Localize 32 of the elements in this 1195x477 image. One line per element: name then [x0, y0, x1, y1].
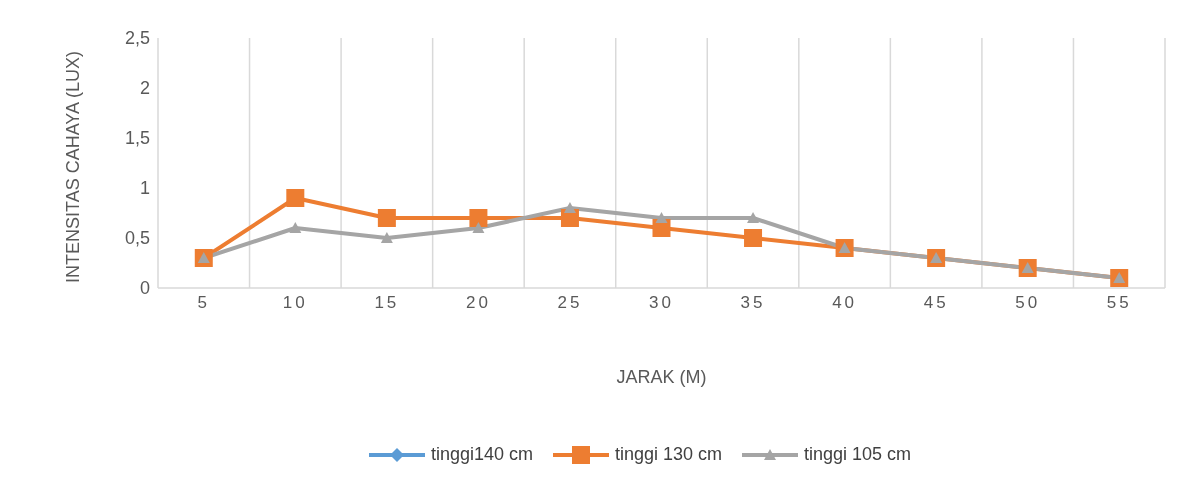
x-tick-label: 20 — [465, 293, 491, 313]
point — [289, 222, 302, 233]
y-tick-label: 1,5 — [124, 128, 150, 149]
legend-label: tinggi 130 cm — [613, 444, 723, 465]
point — [380, 232, 393, 243]
x-tick-label: 30 — [649, 293, 674, 313]
x-tick-label: 5 — [197, 293, 211, 313]
point — [747, 212, 760, 223]
y-tick-label: 0,5 — [124, 228, 150, 249]
point — [377, 209, 396, 227]
point — [655, 212, 668, 223]
point — [563, 202, 576, 213]
x-tick-label: 15 — [374, 293, 400, 313]
legend-label: tinggi 105 cm — [803, 444, 912, 465]
point — [286, 189, 305, 207]
x-tick-label: 10 — [282, 293, 308, 313]
x-axis-title: JARAK (M) — [616, 367, 707, 387]
y-tick-label: 2,5 — [124, 28, 150, 49]
y-tick-label: 1 — [139, 178, 150, 199]
y-axis-title: INTENSITAS CAHAYA (LUX) — [63, 50, 84, 283]
legend-label: tinggi140 cm — [429, 444, 533, 465]
point — [744, 229, 763, 247]
x-tick-label: 50 — [1015, 293, 1041, 313]
y-tick-label: 0 — [139, 278, 150, 299]
point — [472, 222, 485, 233]
x-tick-label: 55 — [1106, 293, 1132, 313]
x-tick-label: 45 — [923, 293, 949, 313]
point — [469, 209, 488, 227]
x-tick-label: 35 — [740, 293, 766, 313]
y-tick-label: 2 — [139, 78, 150, 99]
x-tick-label: 40 — [832, 293, 858, 313]
x-tick-label: 25 — [557, 293, 583, 313]
